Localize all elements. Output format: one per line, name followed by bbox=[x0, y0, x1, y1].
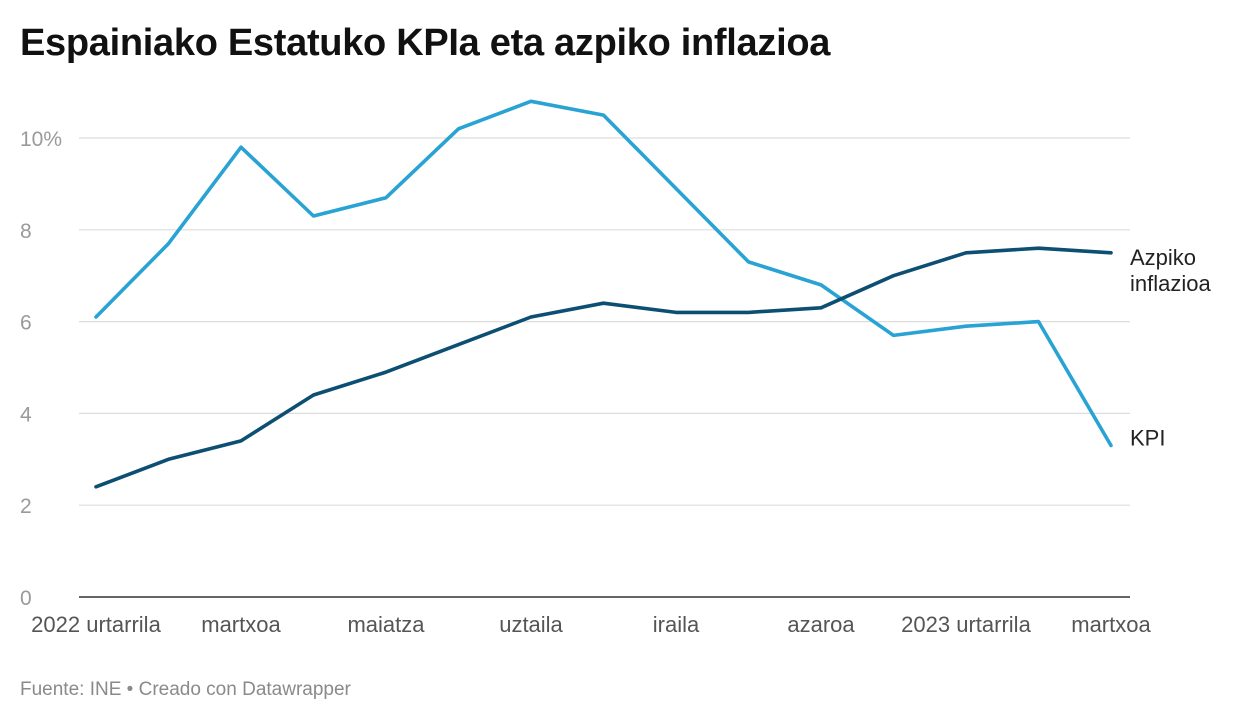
series-line-kpi bbox=[94, 99, 1113, 448]
x-tick-label: 2023 urtarrila bbox=[901, 612, 1031, 637]
y-tick-label: 4 bbox=[20, 403, 32, 426]
x-tick-label: maiatza bbox=[347, 612, 425, 637]
y-tick-label: 0 bbox=[20, 587, 32, 610]
series-labels: KPI Azpiko inflazioa bbox=[1130, 245, 1211, 451]
x-axis-ticks: 2022 urtarrila martxoa maiatza uztaila irail… bbox=[31, 612, 1151, 637]
y-tick-label: 10% bbox=[20, 128, 62, 151]
series-lines bbox=[94, 99, 1113, 489]
x-tick-label: azaroa bbox=[787, 612, 855, 637]
y-tick-label: 8 bbox=[20, 220, 32, 243]
x-tick-label: 2022 urtarrila bbox=[31, 612, 161, 637]
gridlines bbox=[79, 137, 1130, 598]
x-tick-label: uztaila bbox=[499, 612, 563, 637]
x-tick-label: martxoa bbox=[1071, 612, 1151, 637]
y-tick-label: 6 bbox=[20, 312, 32, 335]
chart-footer: Fuente: INE • Creado con Datawrapper bbox=[20, 679, 351, 700]
series-label-kpi: KPI bbox=[1130, 426, 1165, 451]
series-line-azpiko-inflazioa bbox=[94, 246, 1113, 489]
y-tick-label: 2 bbox=[20, 495, 32, 518]
x-tick-label: martxoa bbox=[201, 612, 281, 637]
x-tick-label: iraila bbox=[653, 612, 700, 637]
series-label-azpiko-inflazioa: Azpiko inflazioa bbox=[1130, 245, 1211, 296]
chart-title: Espainiako Estatuko KPIa eta azpiko infl… bbox=[20, 22, 831, 64]
y-axis-ticks: 0 2 4 6 8 10% bbox=[20, 128, 62, 610]
